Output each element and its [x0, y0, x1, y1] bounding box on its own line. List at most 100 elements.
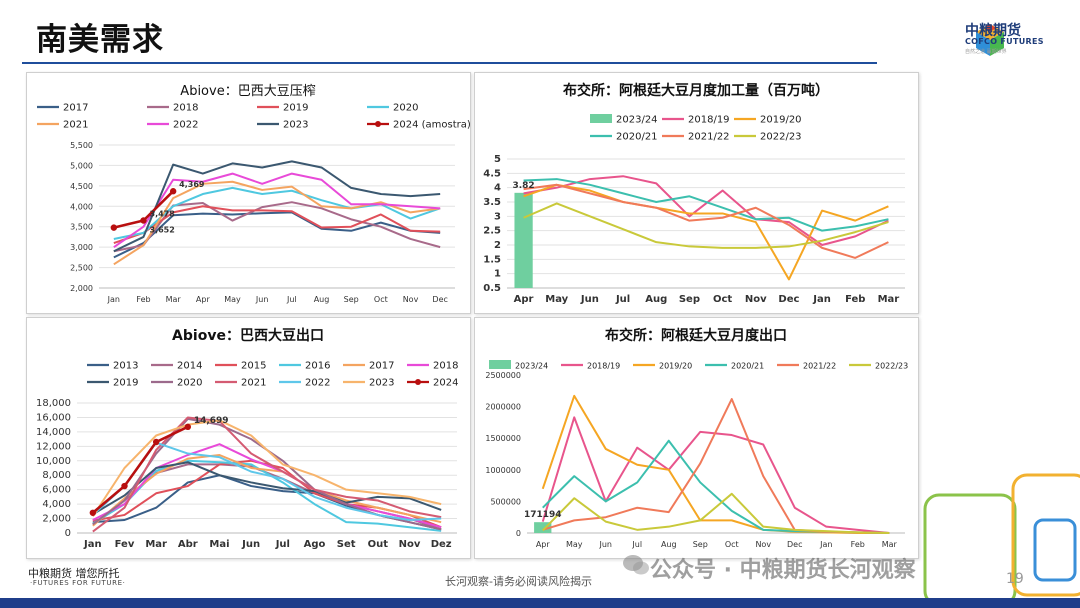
y-tick-label: 4,000	[70, 202, 93, 211]
chart-argentina-export: 布交所：阿根廷大豆月度出口 2023/24 2018/19 2019/20 2020/2…	[485, 327, 908, 549]
legend-label: 2016	[305, 361, 330, 372]
legend-label: 2020/21	[616, 132, 658, 143]
legend-label: 2018	[433, 361, 458, 372]
data-label: 4,369	[179, 180, 205, 189]
x-tick-label: May	[566, 540, 583, 549]
legend-label: 2021	[241, 378, 266, 389]
legend-label: 2024	[433, 378, 458, 389]
x-tick-label: Sep	[344, 295, 359, 304]
y-tick-label: 6,000	[42, 485, 71, 496]
x-tick-label: Feb	[845, 294, 865, 305]
y-tick-label: 1000000	[485, 466, 521, 475]
x-tick-label: Jul	[275, 539, 290, 550]
series-line	[92, 454, 442, 527]
y-tick-label: 14,000	[36, 427, 71, 438]
y-tick-label: 2.5	[483, 226, 501, 237]
legend-label: 2015	[241, 361, 266, 372]
x-tick-label: Dec	[432, 295, 447, 304]
x-tick-label: Feb	[851, 540, 865, 549]
legend-label: 2021	[63, 120, 88, 131]
page-title: 南美需求	[36, 22, 164, 58]
chart-brazil-crush: Abiove：巴西大豆压榨 2017 2018 2019 2020 2021 2022 202…	[37, 83, 471, 304]
y-tick-label: 2	[494, 240, 501, 251]
legend-label: 2013	[113, 361, 138, 372]
x-tick-label: Mai	[209, 539, 229, 550]
x-tick-label: Mar	[145, 539, 167, 550]
legend-label: 2018/19	[688, 115, 730, 126]
legend-label: 2017	[63, 103, 88, 114]
data-point	[89, 509, 97, 516]
watermark: 公众号 · 中粮期货长河观察	[650, 558, 916, 583]
y-tick-label: 0	[65, 528, 71, 539]
x-tick-label: Aug	[661, 540, 677, 549]
bar	[514, 192, 533, 288]
series-line	[541, 416, 890, 534]
data-label: 14,699	[194, 416, 229, 426]
x-tick-label: Feb	[136, 295, 150, 304]
legend-label: 2020	[177, 378, 202, 389]
y-tick-label: 5,500	[70, 141, 93, 150]
x-tick-label: Sep	[679, 294, 700, 305]
y-tick-label: 1500000	[485, 434, 521, 443]
chart-title: Abiove：巴西大豆压榨	[180, 83, 315, 99]
data-point	[140, 217, 147, 224]
legend-label: 2022/23	[875, 362, 908, 371]
footer-slogan: ·FUTURES FOR FUTURE·	[30, 579, 126, 587]
y-tick-label: 2500000	[485, 371, 521, 380]
data-point	[110, 224, 118, 231]
legend-label: 2018/19	[587, 362, 620, 371]
legend-swatch	[489, 360, 511, 369]
chart-title: 布交所：阿根廷大豆月度加工量（百万吨）	[563, 82, 829, 99]
data-point	[121, 482, 128, 490]
x-tick-label: Oct	[374, 295, 388, 304]
x-tick-label: Jan	[83, 539, 102, 550]
chart-title: Abiove：巴西大豆出口	[172, 327, 324, 344]
page-number: 19	[1006, 571, 1024, 587]
x-tick-label: Aug	[645, 294, 667, 305]
x-tick-label: Fev	[115, 539, 135, 550]
x-tick-label: Mar	[878, 294, 900, 305]
legend-label: 2021/22	[688, 132, 730, 143]
y-tick-label: 500000	[490, 497, 521, 506]
y-tick-label: 1	[494, 269, 501, 280]
chart-panel-brazil-crush: Abiove：巴西大豆压榨 2017 2018 2019 2020 2021 2022 202…	[26, 72, 471, 314]
x-tick-label: Jan	[812, 294, 831, 305]
legend-label: 2024 (amostra)	[393, 120, 470, 131]
x-tick-label: Set	[337, 539, 356, 550]
x-tick-label: May	[224, 295, 241, 304]
y-tick-label: 4,000	[42, 499, 71, 510]
series-line	[523, 183, 889, 281]
data-label: 171194	[524, 510, 562, 520]
series-line	[542, 492, 890, 534]
series-line	[113, 160, 441, 253]
legend-label: 2019	[283, 103, 308, 114]
data-point	[169, 188, 177, 195]
y-tick-label: 0	[516, 529, 521, 538]
legend-swatch	[590, 114, 612, 123]
title-rule	[22, 62, 877, 64]
decorative-corner-shapes	[923, 473, 1080, 600]
data-point	[184, 423, 192, 431]
x-tick-label: Jun	[255, 295, 269, 304]
chart-panel-argentina-export: 布交所：阿根廷大豆月度出口 2023/24 2018/19 2019/20 2020/2…	[474, 317, 919, 559]
x-tick-label: Oct	[713, 294, 732, 305]
y-tick-label: 3,000	[70, 243, 93, 252]
series-line	[91, 419, 442, 517]
legend-label: 2021/22	[803, 362, 836, 371]
y-tick-label: 2,000	[42, 514, 71, 525]
logo-en: COFCO FUTURES	[965, 37, 1044, 46]
data-point	[152, 438, 160, 446]
footer-brand: 中粮期货 增您所托	[28, 567, 120, 580]
x-tick-label: Jan	[107, 295, 120, 304]
chart-argentina-crush: 布交所：阿根廷大豆月度加工量（百万吨） 2023/24 2018/19 2019/20…	[483, 82, 905, 305]
x-tick-label: Apr	[536, 540, 551, 549]
chart-title: 布交所：阿根廷大豆月度出口	[605, 327, 787, 344]
legend-label: 2022	[173, 120, 198, 131]
x-tick-label: Jun	[241, 539, 260, 550]
y-tick-label: 10,000	[36, 456, 71, 467]
y-tick-label: 3	[494, 211, 501, 222]
x-tick-label: Nov	[403, 295, 419, 304]
y-tick-label: 12,000	[36, 441, 71, 452]
series-line	[523, 175, 889, 246]
data-label: 3.82	[512, 181, 534, 191]
